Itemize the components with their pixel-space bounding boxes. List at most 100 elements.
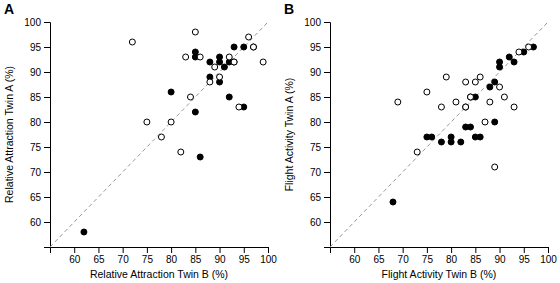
reference-line: [50, 22, 268, 247]
open-point: [414, 149, 420, 155]
y-tick-label: 100: [24, 17, 41, 28]
x-axis-title: Relative Attraction Twin B (%): [90, 268, 228, 280]
x-tick-label: 90: [494, 254, 506, 265]
open-point: [492, 164, 498, 170]
filled-point: [506, 54, 512, 60]
panel-title: A: [4, 1, 14, 17]
filled-point: [231, 59, 237, 65]
x-tick-label: 70: [118, 254, 130, 265]
x-tick: 60: [69, 247, 81, 265]
x-axis-title: Flight Activity Twin B (%): [382, 268, 497, 280]
filled-point: [448, 134, 454, 140]
y-tick: 60: [30, 217, 50, 228]
open-point: [487, 99, 493, 105]
open-point: [187, 94, 193, 100]
filled-point: [467, 94, 473, 100]
reference-line: [330, 22, 548, 247]
x-tick-mark: [74, 247, 75, 253]
open-point: [516, 49, 522, 55]
open-point: [463, 79, 469, 85]
y-tick-mark: [324, 22, 330, 23]
y-tick: 60: [310, 217, 330, 228]
y-tick-label: 60: [310, 217, 322, 228]
y-tick-label: 65: [310, 192, 322, 203]
x-tick: 85: [190, 247, 202, 265]
x-tick: 75: [142, 247, 154, 265]
x-tick-label: 75: [422, 254, 434, 265]
x-tick: 80: [446, 247, 458, 265]
x-tick-label: 80: [166, 254, 178, 265]
x-tick-label: 85: [470, 254, 482, 265]
filled-point: [477, 134, 483, 140]
y-tick-mark: [324, 47, 330, 48]
filled-point: [197, 154, 203, 160]
panel-title: B: [284, 1, 294, 17]
y-tick-mark: [44, 172, 50, 173]
x-tick-label: 60: [349, 254, 361, 265]
open-point: [453, 99, 459, 105]
open-point: [158, 134, 164, 140]
filled-point: [429, 134, 435, 140]
filled-point: [438, 139, 444, 145]
open-point: [438, 104, 444, 110]
open-point: [231, 59, 237, 65]
filled-point: [217, 54, 223, 60]
filled-point: [241, 44, 247, 50]
y-tick: 95: [30, 42, 50, 53]
x-tick-label: 90: [214, 254, 226, 265]
y-tick-label: 80: [30, 117, 42, 128]
x-tick-mark: [354, 247, 355, 253]
x-tick-mark: [451, 247, 452, 253]
x-tick-label: 100: [260, 254, 277, 265]
open-point: [472, 79, 478, 85]
plot-area: [50, 22, 268, 247]
x-tick: 90: [214, 247, 226, 265]
y-tick-label: 95: [30, 42, 42, 53]
open-point: [212, 64, 218, 70]
open-point: [236, 104, 242, 110]
open-point: [477, 74, 483, 80]
y-tick: 75: [30, 142, 50, 153]
open-point: [183, 54, 189, 60]
x-tick-label: 75: [142, 254, 154, 265]
filled-point: [467, 124, 473, 130]
y-tick-mark: [44, 97, 50, 98]
point-series: [129, 29, 266, 155]
x-tick: 85: [470, 247, 482, 265]
y-tick-mark: [44, 22, 50, 23]
filled-point: [231, 44, 237, 50]
y-axis: 6065707580859095100: [304, 17, 330, 248]
y-tick: 70: [30, 167, 50, 178]
y-tick-mark: [324, 72, 330, 73]
open-point: [395, 99, 401, 105]
x-tick: 95: [239, 247, 251, 265]
open-point: [207, 79, 213, 85]
open-point: [226, 54, 232, 60]
x-tick-label: 70: [398, 254, 410, 265]
y-tick-mark: [44, 72, 50, 73]
x-tick: 100: [540, 247, 557, 265]
y-tick-mark: [44, 147, 50, 148]
y-tick-mark: [324, 197, 330, 198]
open-point: [129, 39, 135, 45]
open-point: [144, 119, 150, 125]
y-tick-label: 65: [30, 192, 42, 203]
y-tick-mark: [44, 122, 50, 123]
y-tick: 90: [310, 67, 330, 78]
y-axis-line: [324, 23, 331, 248]
y-tick-mark: [44, 222, 50, 223]
x-tick-mark: [220, 247, 221, 253]
x-tick: 75: [422, 247, 434, 265]
open-point: [424, 89, 430, 95]
panel: 60657075808590951006065707580859095100Re…: [3, 1, 277, 280]
x-tick: 65: [93, 247, 105, 265]
panel: 60657075808590951006065707580859095100Fl…: [283, 1, 557, 280]
y-axis-title: Relative Attraction Twin A (%): [3, 66, 15, 203]
x-tick-mark: [475, 247, 476, 253]
y-tick-label: 85: [310, 92, 322, 103]
y-tick-label: 70: [30, 167, 42, 178]
x-tick-label: 65: [373, 254, 385, 265]
filled-point: [250, 44, 256, 50]
y-tick: 70: [310, 167, 330, 178]
point-series: [395, 44, 532, 170]
